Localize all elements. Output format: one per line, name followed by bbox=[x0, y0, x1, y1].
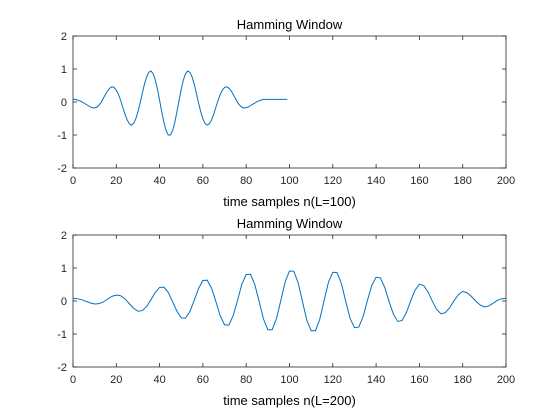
x-tick-label: 200 bbox=[497, 374, 515, 386]
x-tick-label: 180 bbox=[454, 374, 472, 386]
series-line bbox=[73, 70, 288, 136]
x-tick-label: 100 bbox=[280, 374, 298, 386]
x-tick-label: 40 bbox=[153, 374, 165, 386]
x-tick-label: 100 bbox=[280, 175, 298, 187]
series-group bbox=[73, 70, 288, 136]
y-tick-label: 2 bbox=[61, 230, 67, 242]
x-tick-label: 60 bbox=[197, 374, 209, 386]
y-tick-label: 0 bbox=[61, 97, 67, 109]
y-tick-label: 1 bbox=[61, 64, 67, 76]
x-tick-label: 180 bbox=[454, 175, 472, 187]
y-tick-label: -2 bbox=[57, 362, 67, 374]
y-tick-label: -1 bbox=[57, 130, 67, 142]
x-tick-label: 0 bbox=[70, 374, 76, 386]
series-group bbox=[72, 270, 507, 332]
x-axis-label: time samples n(L=200) bbox=[223, 393, 356, 408]
x-tick-label: 160 bbox=[410, 175, 428, 187]
chart-top: Hamming Window time samples n(L=100) 0 20… bbox=[57, 17, 515, 209]
y-tick-label: -2 bbox=[57, 163, 67, 175]
x-tick-label: 20 bbox=[110, 175, 122, 187]
plot-area bbox=[72, 35, 507, 169]
x-tick-label: 120 bbox=[324, 175, 342, 187]
chart-title: Hamming Window bbox=[237, 216, 343, 231]
axis-ticks: 0 20 40 60 80 100 120 140 160 180 200 -2 -1 0 1 2 bbox=[57, 230, 515, 386]
plot-area bbox=[72, 234, 507, 368]
x-tick-label: 80 bbox=[240, 175, 252, 187]
x-tick-label: 160 bbox=[410, 374, 428, 386]
y-tick-label: 1 bbox=[61, 263, 67, 275]
x-tick-label: 120 bbox=[324, 374, 342, 386]
y-tick-label: 2 bbox=[61, 31, 67, 43]
x-tick-label: 0 bbox=[70, 175, 76, 187]
x-tick-label: 140 bbox=[367, 175, 385, 187]
chart-bottom: Hamming Window time samples n(L=200) 0 20… bbox=[57, 216, 515, 408]
axis-ticks: 0 20 40 60 80 100 120 140 160 180 200 -2 -1 0 1 2 bbox=[57, 31, 515, 187]
x-tick-label: 80 bbox=[240, 374, 252, 386]
series-line bbox=[72, 270, 507, 332]
x-tick-label: 140 bbox=[367, 374, 385, 386]
x-tick-label: 40 bbox=[153, 175, 165, 187]
y-tick-label: -1 bbox=[57, 329, 67, 341]
x-tick-label: 200 bbox=[497, 175, 515, 187]
x-tick-label: 20 bbox=[110, 374, 122, 386]
x-tick-label: 60 bbox=[197, 175, 209, 187]
chart-title: Hamming Window bbox=[237, 17, 343, 32]
y-tick-label: 0 bbox=[61, 296, 67, 308]
x-axis-label: time samples n(L=100) bbox=[223, 194, 356, 209]
